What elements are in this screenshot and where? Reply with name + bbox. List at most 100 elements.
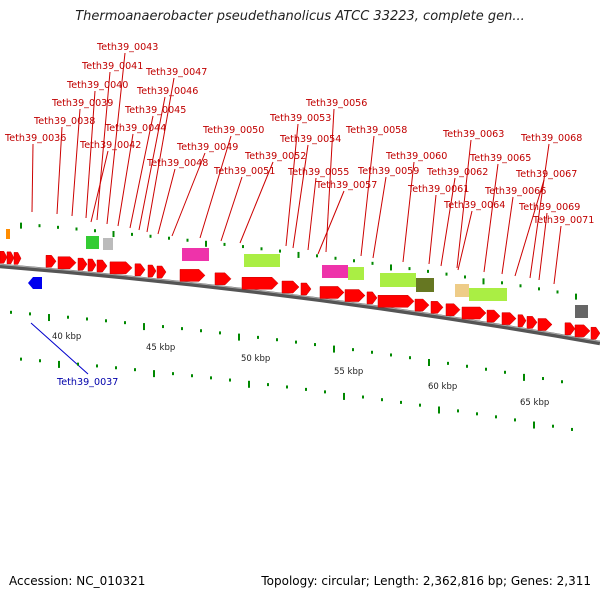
- forward-gene-label[interactable]: Teth39_0038: [33, 116, 95, 127]
- forward-gene-arrow[interactable]: [109, 261, 133, 275]
- forward-gene-arrow[interactable]: [147, 264, 157, 278]
- forward-gene-label[interactable]: Teth39_0065: [469, 153, 531, 164]
- tick-mark: [371, 350, 373, 354]
- forward-gene-label[interactable]: Teth39_0063: [442, 129, 504, 140]
- forward-gene-arrow[interactable]: [537, 318, 553, 331]
- forward-gene-label[interactable]: Teth39_0049: [176, 142, 238, 153]
- label-line: [199, 135, 232, 239]
- forward-gene-label[interactable]: Teth39_0064: [443, 200, 505, 211]
- forward-gene-label[interactable]: Teth39_0041: [81, 61, 143, 72]
- forward-gene-arrow[interactable]: [445, 303, 461, 317]
- tick-mark: [427, 269, 429, 273]
- tick-mark: [172, 372, 174, 376]
- label-line: [538, 212, 548, 281]
- forward-gene-label[interactable]: Teth39_0043: [96, 42, 158, 53]
- forward-gene-arrow[interactable]: [366, 291, 378, 305]
- forward-gene-arrow[interactable]: [96, 259, 108, 273]
- forward-gene-arrow[interactable]: [241, 276, 279, 290]
- cog-feature-tan: [455, 284, 469, 297]
- label-line: [325, 108, 335, 253]
- forward-gene-label[interactable]: Teth39_0068: [520, 133, 582, 144]
- forward-gene-arrow[interactable]: [526, 316, 538, 329]
- forward-gene-label[interactable]: Teth39_0053: [269, 113, 331, 124]
- forward-gene-label[interactable]: Teth39_0055: [287, 167, 349, 178]
- forward-gene-arrow[interactable]: [179, 269, 206, 282]
- forward-gene-arrow[interactable]: [0, 251, 8, 264]
- forward-gene-label[interactable]: Teth39_0061: [407, 184, 469, 195]
- forward-gene-arrow[interactable]: [590, 326, 600, 340]
- forward-gene-arrow[interactable]: [486, 309, 501, 323]
- tick-mark: [191, 374, 193, 378]
- forward-gene-label[interactable]: Teth39_0047: [145, 67, 207, 78]
- tick-mark: [20, 357, 22, 361]
- forward-gene-label[interactable]: Teth39_0052: [244, 151, 306, 162]
- forward-gene-label[interactable]: Teth39_0062: [426, 167, 488, 178]
- forward-gene-arrow[interactable]: [134, 263, 146, 277]
- cog-feature-green: [86, 236, 99, 249]
- forward-gene-arrow[interactable]: [77, 257, 88, 271]
- label-line: [220, 176, 243, 242]
- forward-gene-label[interactable]: Teth39_0058: [345, 125, 407, 136]
- cog-feature-orange: [6, 229, 10, 239]
- tick-mark: [504, 370, 506, 374]
- forward-gene-label[interactable]: Teth39_0050: [202, 125, 264, 136]
- forward-gene-arrow[interactable]: [45, 255, 57, 268]
- forward-gene-label[interactable]: Teth39_0067: [515, 169, 577, 180]
- map-title: Thermoanaerobacter pseudethanolicus ATCC…: [75, 9, 525, 24]
- forward-gene-arrow[interactable]: [87, 258, 97, 272]
- tick-mark: [400, 400, 402, 404]
- forward-gene-arrow[interactable]: [377, 295, 415, 308]
- tick-mark: [267, 383, 269, 387]
- forward-gene-arrow[interactable]: [319, 286, 345, 299]
- tick-mark: [58, 360, 60, 368]
- forward-gene-label[interactable]: Teth39_0071: [532, 215, 594, 226]
- forward-gene-arrow[interactable]: [57, 256, 77, 269]
- forward-gene-arrow[interactable]: [6, 251, 15, 265]
- forward-gene-arrow[interactable]: [517, 314, 527, 327]
- forward-gene-arrow[interactable]: [501, 312, 517, 325]
- tick-label: 45 kbp: [146, 343, 175, 353]
- reverse-gene-label[interactable]: Teth39_0037: [56, 377, 118, 388]
- forward-gene-arrow[interactable]: [564, 322, 576, 336]
- tick-mark: [314, 343, 316, 347]
- tick-mark: [112, 231, 115, 238]
- label-line: [307, 177, 317, 251]
- forward-gene-arrow[interactable]: [156, 265, 167, 279]
- forward-gene-arrow[interactable]: [344, 289, 366, 302]
- forward-gene-arrow[interactable]: [214, 272, 232, 286]
- tick-mark: [134, 368, 136, 372]
- forward-gene-arrow[interactable]: [430, 301, 444, 314]
- tick-mark: [124, 321, 126, 325]
- forward-gene-label[interactable]: Teth39_0060: [385, 151, 447, 162]
- forward-gene-arrow[interactable]: [13, 252, 22, 265]
- forward-gene-label[interactable]: Teth39_0054: [279, 134, 341, 145]
- label-line: [285, 123, 299, 247]
- forward-gene-arrow[interactable]: [574, 324, 591, 338]
- tick-mark: [279, 249, 281, 253]
- label-line: [529, 143, 550, 279]
- forward-gene-label[interactable]: Teth39_0057: [315, 180, 377, 191]
- forward-gene-label[interactable]: Teth39_0069: [518, 202, 580, 213]
- forward-gene-label[interactable]: Teth39_0045: [124, 105, 186, 116]
- forward-gene-arrow[interactable]: [300, 282, 312, 296]
- forward-gene-label[interactable]: Teth39_0046: [136, 86, 198, 97]
- forward-gene-label[interactable]: Teth39_0042: [79, 140, 141, 151]
- forward-gene-arrow[interactable]: [461, 306, 487, 320]
- forward-gene-label[interactable]: Teth39_0066: [484, 186, 546, 197]
- label-line: [138, 96, 166, 231]
- tick-mark: [428, 358, 430, 366]
- forward-gene-arrow[interactable]: [414, 298, 430, 312]
- forward-gene-arrow[interactable]: [281, 280, 300, 294]
- tick-mark: [96, 364, 98, 368]
- forward-gene-label[interactable]: Teth39_0044: [104, 123, 166, 134]
- forward-gene-label[interactable]: Teth39_0056: [305, 98, 367, 109]
- forward-gene-label[interactable]: Teth39_0051: [213, 166, 275, 177]
- label-line: [106, 52, 126, 225]
- tick-mark: [419, 403, 421, 407]
- forward-gene-label[interactable]: Teth39_0048: [146, 158, 208, 169]
- forward-gene-label[interactable]: Teth39_0059: [357, 166, 419, 177]
- label-line: [402, 161, 415, 263]
- forward-gene-label[interactable]: Teth39_0040: [66, 80, 128, 91]
- forward-gene-label[interactable]: Teth39_0036: [4, 133, 66, 144]
- forward-gene-label[interactable]: Teth39_0039: [51, 98, 113, 109]
